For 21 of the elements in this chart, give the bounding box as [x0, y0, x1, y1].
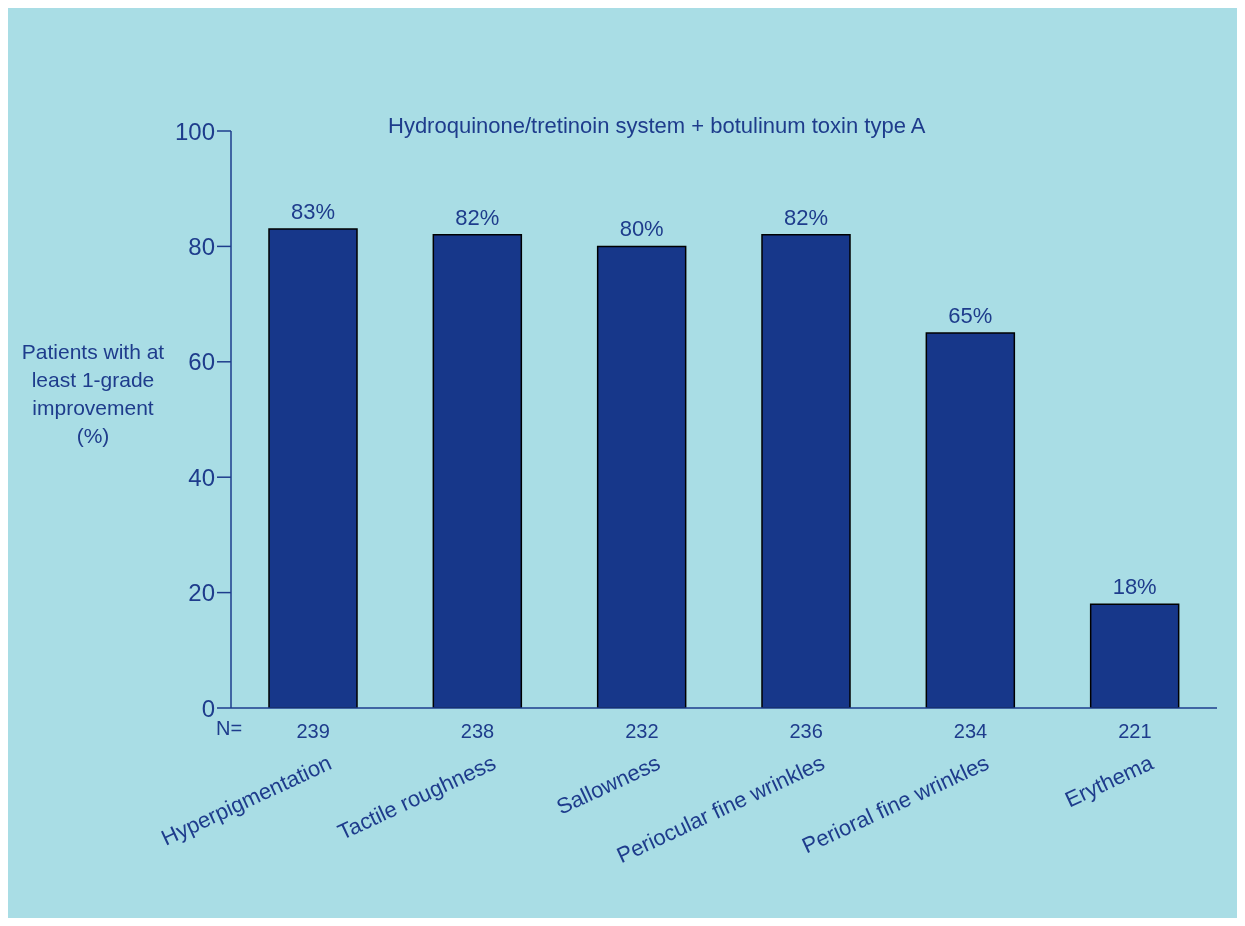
data-label: 82% — [783, 204, 829, 230]
y-tick-label: 80 — [188, 232, 215, 260]
text: 238 — [460, 720, 495, 742]
y-tick-label: 60 — [188, 348, 215, 376]
text: 239 — [296, 720, 330, 742]
text: 236 — [789, 720, 823, 742]
text: 234 — [953, 720, 988, 742]
data-label: 82% — [455, 204, 500, 230]
y-axis-title: Patients with at least 1-grade improvement (%) — [20, 339, 166, 449]
text: 221 — [1118, 720, 1152, 742]
data-label: 18% — [1112, 574, 1157, 600]
y-tick-label: 100 — [174, 117, 215, 145]
y-tick-label: 40 — [188, 463, 215, 491]
data-label: 83% — [290, 199, 336, 225]
data-label: 80% — [619, 216, 664, 242]
text: 232 — [625, 720, 659, 742]
y-tick-label: 20 — [188, 579, 215, 607]
y-tick-label: 0 — [201, 694, 215, 722]
chart-title: Hydroquinone/tretinoin system + botulinum toxin type A — [388, 113, 926, 139]
data-label: 65% — [948, 302, 993, 328]
text: N= — [216, 717, 243, 740]
